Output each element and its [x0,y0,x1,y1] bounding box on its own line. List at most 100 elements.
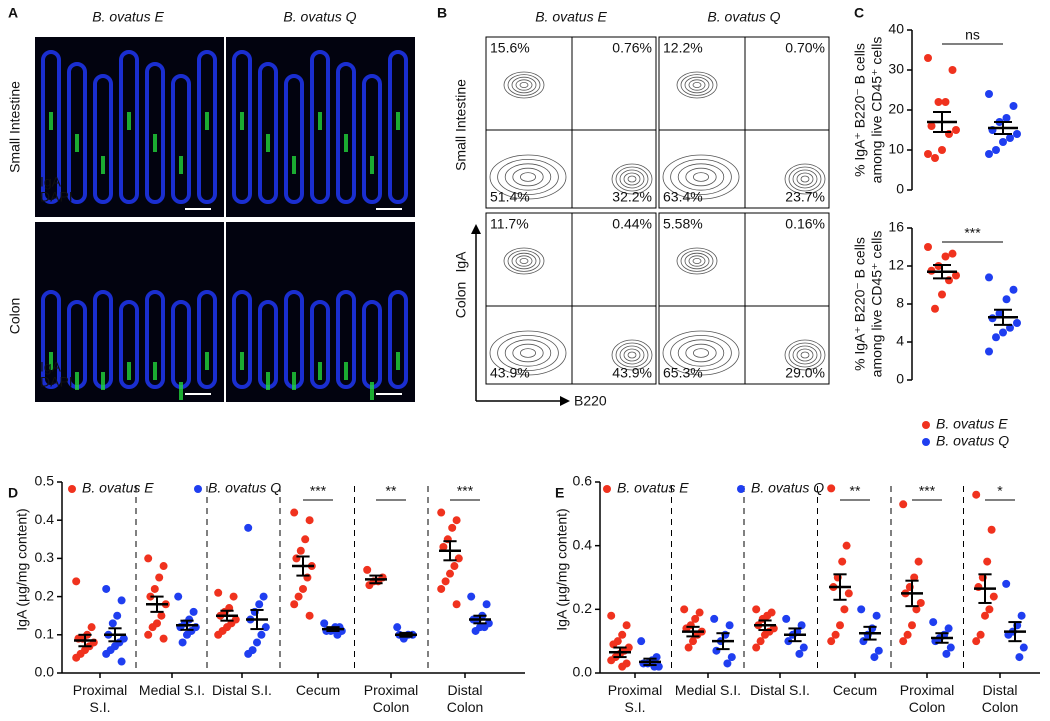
iga-signal [153,134,157,152]
tissue [119,50,139,204]
tissue [145,62,165,204]
data-point [637,637,646,646]
y-tick-label: 0.2 [35,587,55,603]
iga-signal [396,112,400,130]
data-point [261,623,270,632]
data-point [482,600,491,609]
data-point [976,630,985,639]
x-tick-label: Distal S.I. [750,682,810,698]
data-point [255,600,264,609]
data-point [684,643,693,652]
y-tick-label: 0.0 [573,664,593,680]
contour [685,343,717,363]
significance: ** [386,483,397,499]
tissue [41,290,61,389]
data-point [178,638,187,647]
y-tick-label: 0.0 [35,664,55,680]
x-tick-label: Cecum [832,682,878,698]
contour [688,255,706,267]
data-point [944,624,953,633]
data-point [727,653,736,662]
iga-signal [101,156,105,174]
tissue [145,290,165,389]
contour [800,351,810,359]
data-point [150,584,159,593]
contour [615,166,649,192]
flow-plot [485,36,657,209]
contour [489,154,567,200]
data-point [756,637,765,646]
data-point [910,573,919,582]
data-point [290,508,299,517]
contour [512,343,544,363]
contour [684,76,710,94]
iga-signal [205,112,209,130]
flow-plot [658,36,830,209]
y-tick-label: 0.2 [573,600,593,616]
significance: *** [919,483,936,499]
contour [796,172,814,186]
tissue [336,290,356,389]
contour [680,250,714,272]
flow-plot [485,212,657,385]
contour [670,334,732,371]
significance: *** [457,483,474,499]
panel-letter: B [437,5,447,21]
data-point [857,605,866,614]
data-point [452,516,461,525]
data-point [618,630,627,639]
contour [784,163,826,195]
flow-plot [658,212,830,385]
quadrant-percent: 51.4% [490,189,530,205]
data-point [174,592,183,601]
tissue [310,50,330,204]
axis-label: B220 [574,393,607,409]
data-point [983,557,992,566]
y-axis-label: IgA (µg/mg content) [13,507,30,631]
tissue [232,50,252,204]
tissue [197,290,217,389]
data-point [102,649,111,658]
data-point [471,626,480,635]
data-point [929,618,938,627]
contour [676,247,718,275]
data-point [999,138,1007,146]
data-point [305,611,314,620]
column-title: B. ovatus E [535,9,607,25]
iga-signal [318,112,322,130]
data-point [903,630,912,639]
contour [792,345,818,365]
data-point [159,634,168,643]
data-point [450,562,459,571]
quadrant-percent: 65.3% [663,365,703,381]
data-point [301,535,310,544]
iga-signal [344,362,348,380]
data-point [290,600,299,609]
data-point [999,328,1007,337]
tissue [388,290,408,389]
data-point [72,653,81,662]
tissue [336,62,356,204]
quadrant-percent: 32.2% [612,189,652,205]
data-point [1002,295,1011,304]
legend-marker [922,421,930,429]
data-point [972,637,981,646]
contour [627,351,637,359]
data-point [836,621,844,630]
legend-marker [603,485,611,493]
iga-signal [75,134,79,152]
contour [611,163,653,195]
data-point [622,621,631,630]
contour [788,342,822,368]
data-point [253,638,261,647]
column-title: B. ovatus Q [707,9,780,25]
contour [784,339,826,371]
arrow-head [560,396,570,406]
contour [611,339,653,371]
quadrant-percent: 11.7% [490,216,529,232]
contour [504,339,552,367]
data-point [985,150,993,158]
contour [692,82,702,89]
data-point [229,592,238,601]
